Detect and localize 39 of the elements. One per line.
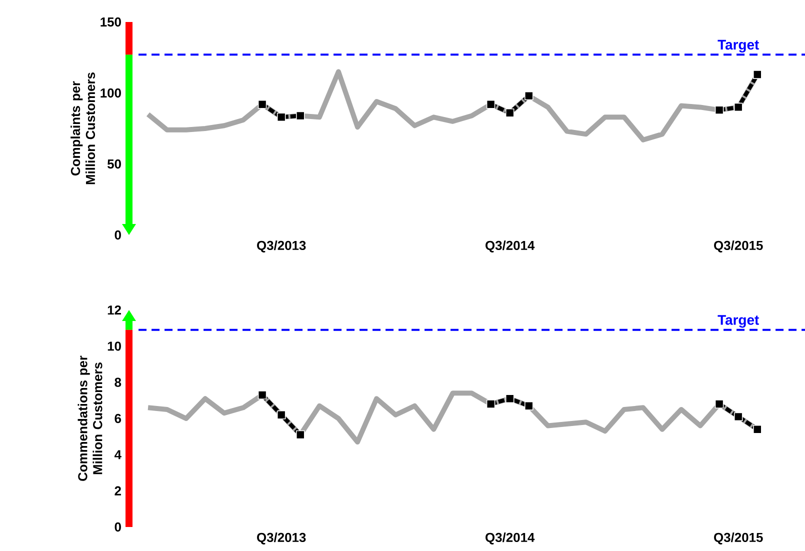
point: [714, 400, 724, 408]
point: [524, 91, 534, 100]
point: [734, 412, 743, 422]
y-tick-label: 0: [114, 230, 121, 240]
point: [296, 111, 305, 120]
point: [486, 400, 496, 408]
point: [296, 430, 305, 440]
x-tick-label: Q3/2014: [486, 532, 535, 544]
y-tick-label: 4: [114, 450, 122, 460]
ref-line-label: Target: [718, 40, 759, 52]
x-tick-label: Q3/2015: [714, 240, 763, 252]
point: [276, 410, 286, 420]
point: [753, 70, 762, 79]
y-tick-label: 50: [107, 159, 121, 169]
y-tick-label: 8: [114, 378, 122, 387]
point: [258, 100, 267, 109]
ref-line-label: Target: [718, 315, 759, 328]
point: [714, 106, 724, 114]
y-tick-label: 100: [100, 88, 121, 98]
y-tick-label: 2: [114, 486, 121, 496]
x-tick-label: Q3/2015: [714, 532, 763, 544]
point: [276, 112, 286, 122]
point: [753, 424, 762, 434]
point: [258, 390, 267, 400]
y-axis-title: Commendations per Million Customers: [78, 356, 102, 481]
y-axis-title: Complaints per Million Customers: [70, 72, 96, 184]
y-tick-label: 6: [114, 414, 122, 424]
y-tick-label: 12: [108, 305, 121, 315]
x-tick-label: Q3/2013: [257, 240, 306, 252]
point: [486, 100, 496, 109]
point: [505, 394, 514, 404]
point: [505, 108, 514, 118]
point: [524, 401, 534, 410]
x-tick-label: Q3/2014: [486, 240, 535, 252]
x-tick-label: Q3/2013: [257, 532, 306, 544]
y-tick-label: 10: [108, 342, 121, 351]
y-tick-label: 0: [114, 522, 121, 532]
y-tick-label: 150: [100, 17, 121, 27]
point: [734, 102, 743, 112]
